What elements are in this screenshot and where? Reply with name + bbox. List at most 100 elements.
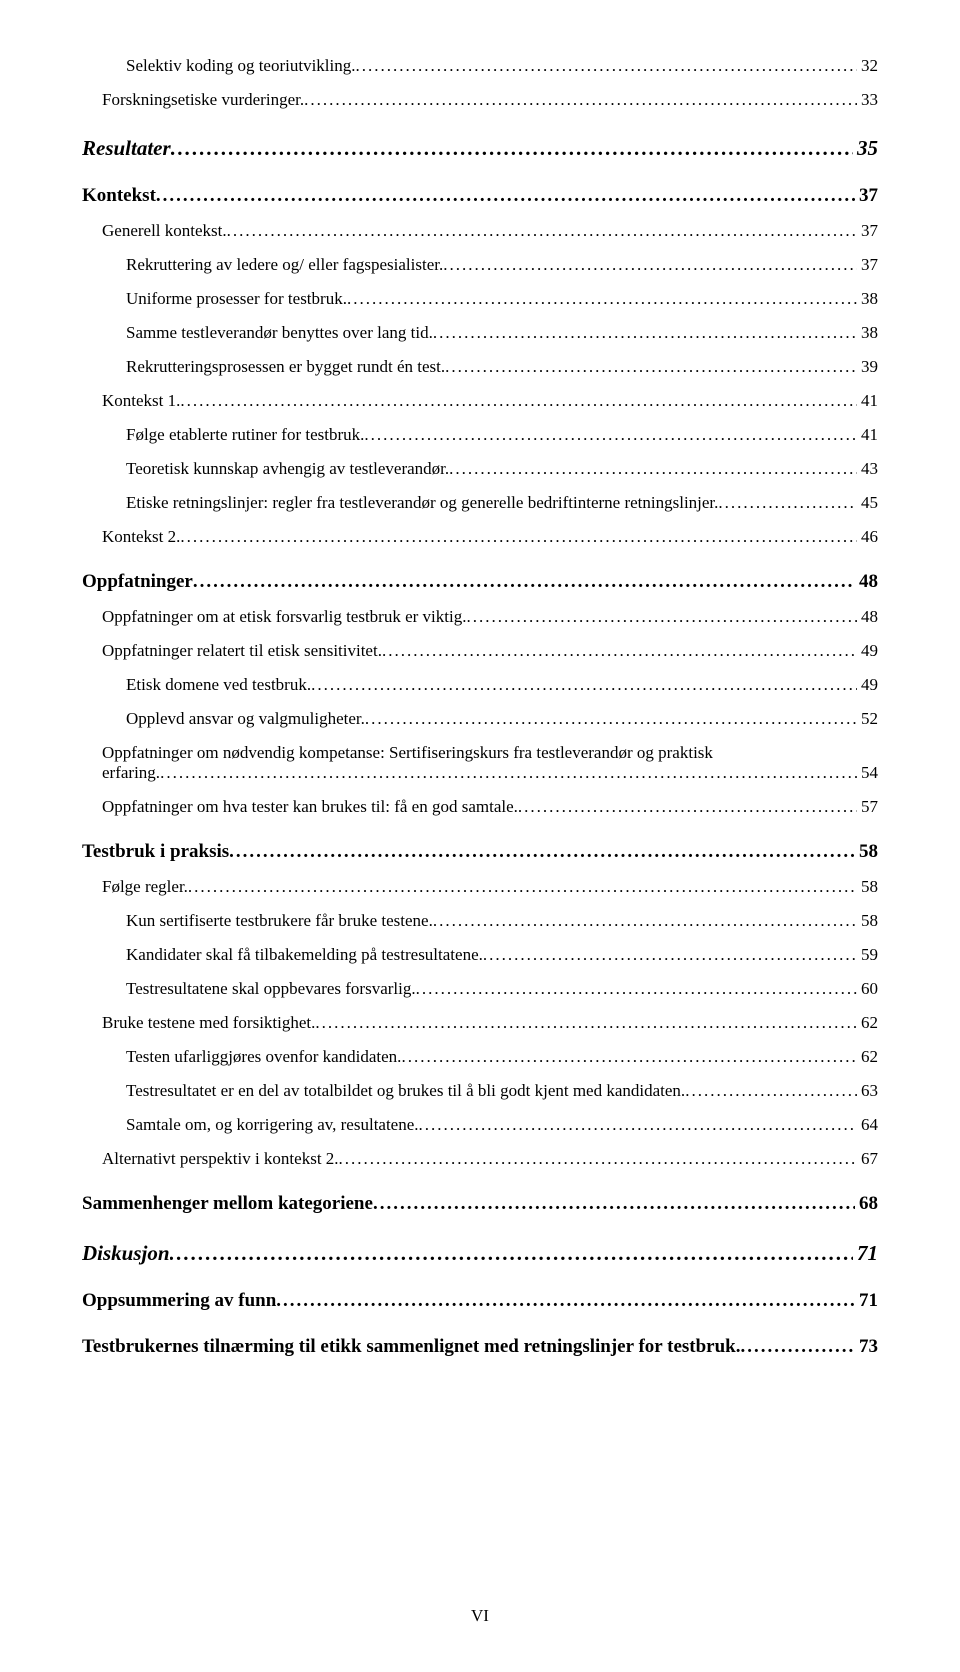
toc-entry: Diskusjon 71 [82, 1241, 878, 1266]
page-number-footer: VI [0, 1606, 960, 1626]
toc-entry: Kandidater skal få tilbakemelding på tes… [82, 945, 878, 965]
toc-entry-label: Kandidater skal få tilbakemelding på tes… [126, 945, 483, 965]
toc-entry: Samme testleverandør benyttes over lang … [82, 323, 878, 343]
toc-entry-label: Oppfatninger relatert til etisk sensitiv… [102, 641, 382, 661]
toc-entry-page: 41 [857, 425, 878, 445]
toc-leader-dots [347, 289, 857, 309]
toc-entry-page: 64 [857, 1115, 878, 1135]
toc-entry: Alternativt perspektiv i kontekst 2. 67 [82, 1149, 878, 1169]
toc-entry-page: 38 [857, 323, 878, 343]
toc-leader-dots [365, 709, 857, 729]
toc-leader-dots [339, 1149, 857, 1169]
toc-entry: Kun sertifiserte testbrukere får bruke t… [82, 911, 878, 931]
toc-entry-page: 41 [857, 391, 878, 411]
toc-leader-dots [180, 391, 857, 411]
toc-leader-dots [276, 1290, 855, 1312]
toc-entry: Følge regler.58 [82, 877, 878, 897]
toc-entry-page: 67 [857, 1149, 878, 1169]
toc-leader-dots [416, 979, 857, 999]
toc-entry: Kontekst 2.46 [82, 527, 878, 547]
toc-entry-page: 59 [857, 945, 878, 965]
toc-leader-dots [433, 911, 857, 931]
toc-entry-label: Rekrutteringsprosessen er bygget rundt é… [126, 357, 445, 377]
toc-entry-label: Følge etablerte rutiner for testbruk. [126, 425, 364, 445]
toc-entry-label: Oppfatninger om hva tester kan brukes ti… [102, 797, 518, 817]
toc-entry-page: 71 [855, 1290, 878, 1312]
toc-entry-label: Oppfatninger [82, 571, 193, 593]
toc-entry-label: Samme testleverandør benyttes over lang … [126, 323, 433, 343]
toc-entry: Oppfatninger om nødvendig kompetanse: Se… [82, 743, 878, 783]
toc-entry-label: Selektiv koding og teoriutvikling. [126, 56, 355, 76]
toc-leader-dots [445, 357, 857, 377]
toc-entry-label: Opplevd ansvar og valgmuligheter. [126, 709, 365, 729]
toc-leader-dots [229, 841, 855, 863]
toc-entry: Følge etablerte rutiner for testbruk. 41 [82, 425, 878, 445]
toc-leader-dots [466, 607, 857, 627]
toc-entry-label: Diskusjon [82, 1241, 170, 1266]
toc-leader-dots [227, 221, 857, 241]
toc-entry-label: Resultater [82, 136, 171, 161]
toc-leader-dots [315, 1013, 857, 1033]
toc-entry-label: Forskningsetiske vurderinger. [102, 90, 304, 110]
toc-entry: Samtale om, og korrigering av, resultate… [82, 1115, 878, 1135]
toc-entry: Teoretisk kunnskap avhengig av testlever… [82, 459, 878, 479]
toc-entry-label: Oppfatninger om nødvendig kompetanse: Se… [102, 743, 878, 763]
toc-entry-label: Testresultatene skal oppbevares forsvarl… [126, 979, 416, 999]
toc-entry-label: Etiske retningslinjer: regler fra testle… [126, 493, 718, 513]
toc-entry: Uniforme prosesser for testbruk.38 [82, 289, 878, 309]
toc-entry-label: Testresultatet er en del av totalbildet … [126, 1081, 685, 1101]
toc-leader-dots [156, 185, 855, 207]
toc-entry-label: Oppfatninger om at etisk forsvarlig test… [102, 607, 466, 627]
toc-entry-label: Rekruttering av ledere og/ eller fagspes… [126, 255, 443, 275]
toc-entry: Opplevd ansvar og valgmuligheter.52 [82, 709, 878, 729]
toc-entry: Rekruttering av ledere og/ eller fagspes… [82, 255, 878, 275]
toc-entry-page: 60 [857, 979, 878, 999]
toc-entry-label: Testbrukernes tilnærming til etikk samme… [82, 1336, 741, 1358]
toc-entry-page: 49 [857, 675, 878, 695]
toc-entry-page: 35 [853, 136, 878, 161]
toc-entry: Etiske retningslinjer: regler fra testle… [82, 493, 878, 513]
toc-leader-dots [188, 877, 857, 897]
toc-entry-label: Kontekst [82, 185, 156, 207]
toc-entry-label: Testen ufarliggjøres ovenfor kandidaten. [126, 1047, 401, 1067]
toc-entry-label: Alternativt perspektiv i kontekst 2. [102, 1149, 339, 1169]
toc-entry-page: 48 [855, 571, 878, 593]
toc-leader-dots [193, 571, 855, 593]
toc-leader-dots [449, 459, 857, 479]
toc-entry: Kontekst 1. 41 [82, 391, 878, 411]
toc-entry-page: 37 [857, 255, 878, 275]
toc-leader-dots [483, 945, 857, 965]
toc-entry-page: 62 [857, 1013, 878, 1033]
toc-entry-label: Generell kontekst. [102, 221, 227, 241]
toc-entry-label: Følge regler. [102, 877, 188, 897]
toc-entry: Testresultatet er en del av totalbildet … [82, 1081, 878, 1101]
toc-entry-label: Kontekst 1. [102, 391, 180, 411]
toc-entry-label: Samtale om, og korrigering av, resultate… [126, 1115, 419, 1135]
toc-entry-page: 37 [855, 185, 878, 207]
toc-entry-page: 68 [855, 1193, 878, 1215]
toc-leader-dots [355, 56, 857, 76]
toc-leader-dots [419, 1115, 857, 1135]
toc-leader-dots [180, 527, 857, 547]
toc-entry: Testresultatene skal oppbevares forsvarl… [82, 979, 878, 999]
toc-leader-dots [364, 425, 857, 445]
toc-leader-dots [170, 1241, 853, 1266]
toc-entry-label: Teoretisk kunnskap avhengig av testlever… [126, 459, 449, 479]
toc-entry-page: 33 [857, 90, 878, 110]
table-of-contents: Selektiv koding og teoriutvikling.32Fors… [82, 56, 878, 1358]
toc-entry: Bruke testene med forsiktighet. 62 [82, 1013, 878, 1033]
toc-entry-page: 73 [855, 1336, 878, 1358]
toc-entry: Generell kontekst.37 [82, 221, 878, 241]
toc-entry-page: 58 [857, 911, 878, 931]
toc-entry-label: Bruke testene med forsiktighet. [102, 1013, 315, 1033]
toc-entry-label: Uniforme prosesser for testbruk. [126, 289, 347, 309]
toc-leader-dots [304, 90, 857, 110]
toc-entry-page: 49 [857, 641, 878, 661]
toc-entry-page: 62 [857, 1047, 878, 1067]
toc-entry-page: 45 [857, 493, 878, 513]
toc-leader-dots [443, 255, 857, 275]
toc-entry: Sammenhenger mellom kategoriene 68 [82, 1193, 878, 1215]
toc-entry: Rekrutteringsprosessen er bygget rundt é… [82, 357, 878, 377]
toc-entry-page: 39 [857, 357, 878, 377]
toc-entry: Etisk domene ved testbruk.49 [82, 675, 878, 695]
